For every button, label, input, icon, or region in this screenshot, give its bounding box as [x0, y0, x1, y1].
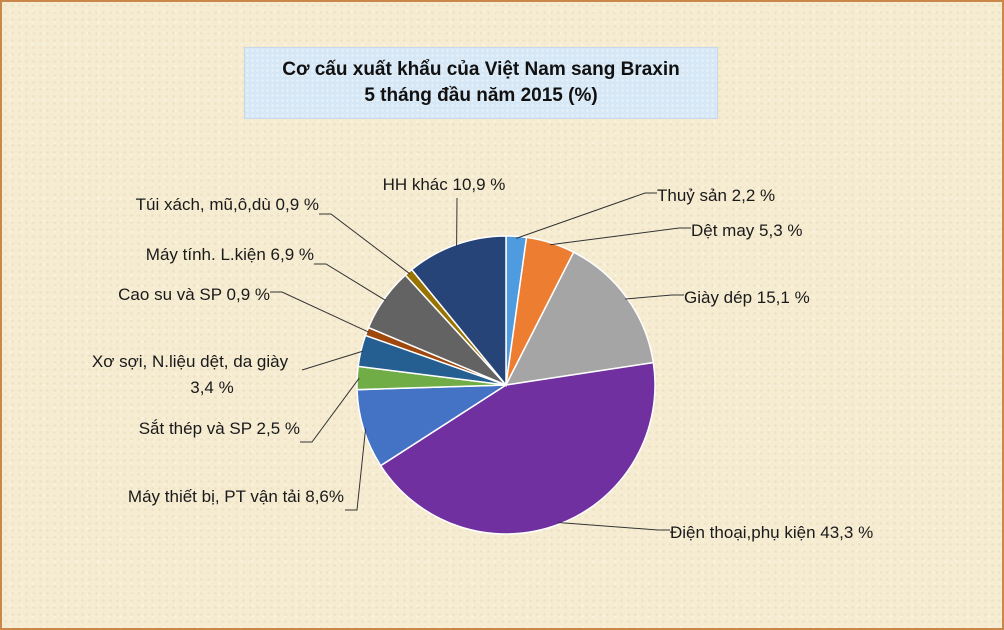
leader-line	[516, 193, 657, 238]
slice-label: Thuỷ sản 2,2 %	[657, 186, 775, 205]
slice-label: Cao su và SP 0,9 %	[118, 285, 270, 304]
leader-line	[550, 228, 691, 245]
leader-line	[270, 292, 369, 332]
slice-label: Máy thiết bị, PT vận tải 8,6%	[128, 487, 344, 506]
leader-line	[558, 523, 670, 531]
slice-label: Dệt may 5,3 %	[691, 221, 803, 240]
slice-label: Điện thoại,phụ kiện 43,3 %	[670, 523, 873, 542]
slice-label: Máy tính. L.kiện 6,9 %	[146, 245, 314, 264]
leader-line	[314, 264, 386, 301]
slice-label: Sắt thép và SP 2,5 %	[139, 419, 300, 438]
slice-label: HH khác 10,9 %	[383, 175, 506, 194]
slice-label: Túi xách, mũ,ô,dù 0,9 %	[136, 195, 319, 214]
leader-line	[300, 378, 359, 442]
slice-label: Giày dép 15,1 %	[684, 288, 810, 307]
slice-label: Xơ sợi, N.liệu dệt, da giày 3,4 %	[92, 352, 289, 397]
leader-line	[345, 429, 366, 510]
leader-line	[625, 295, 684, 299]
leader-line	[319, 214, 410, 274]
leader-line	[302, 351, 363, 370]
